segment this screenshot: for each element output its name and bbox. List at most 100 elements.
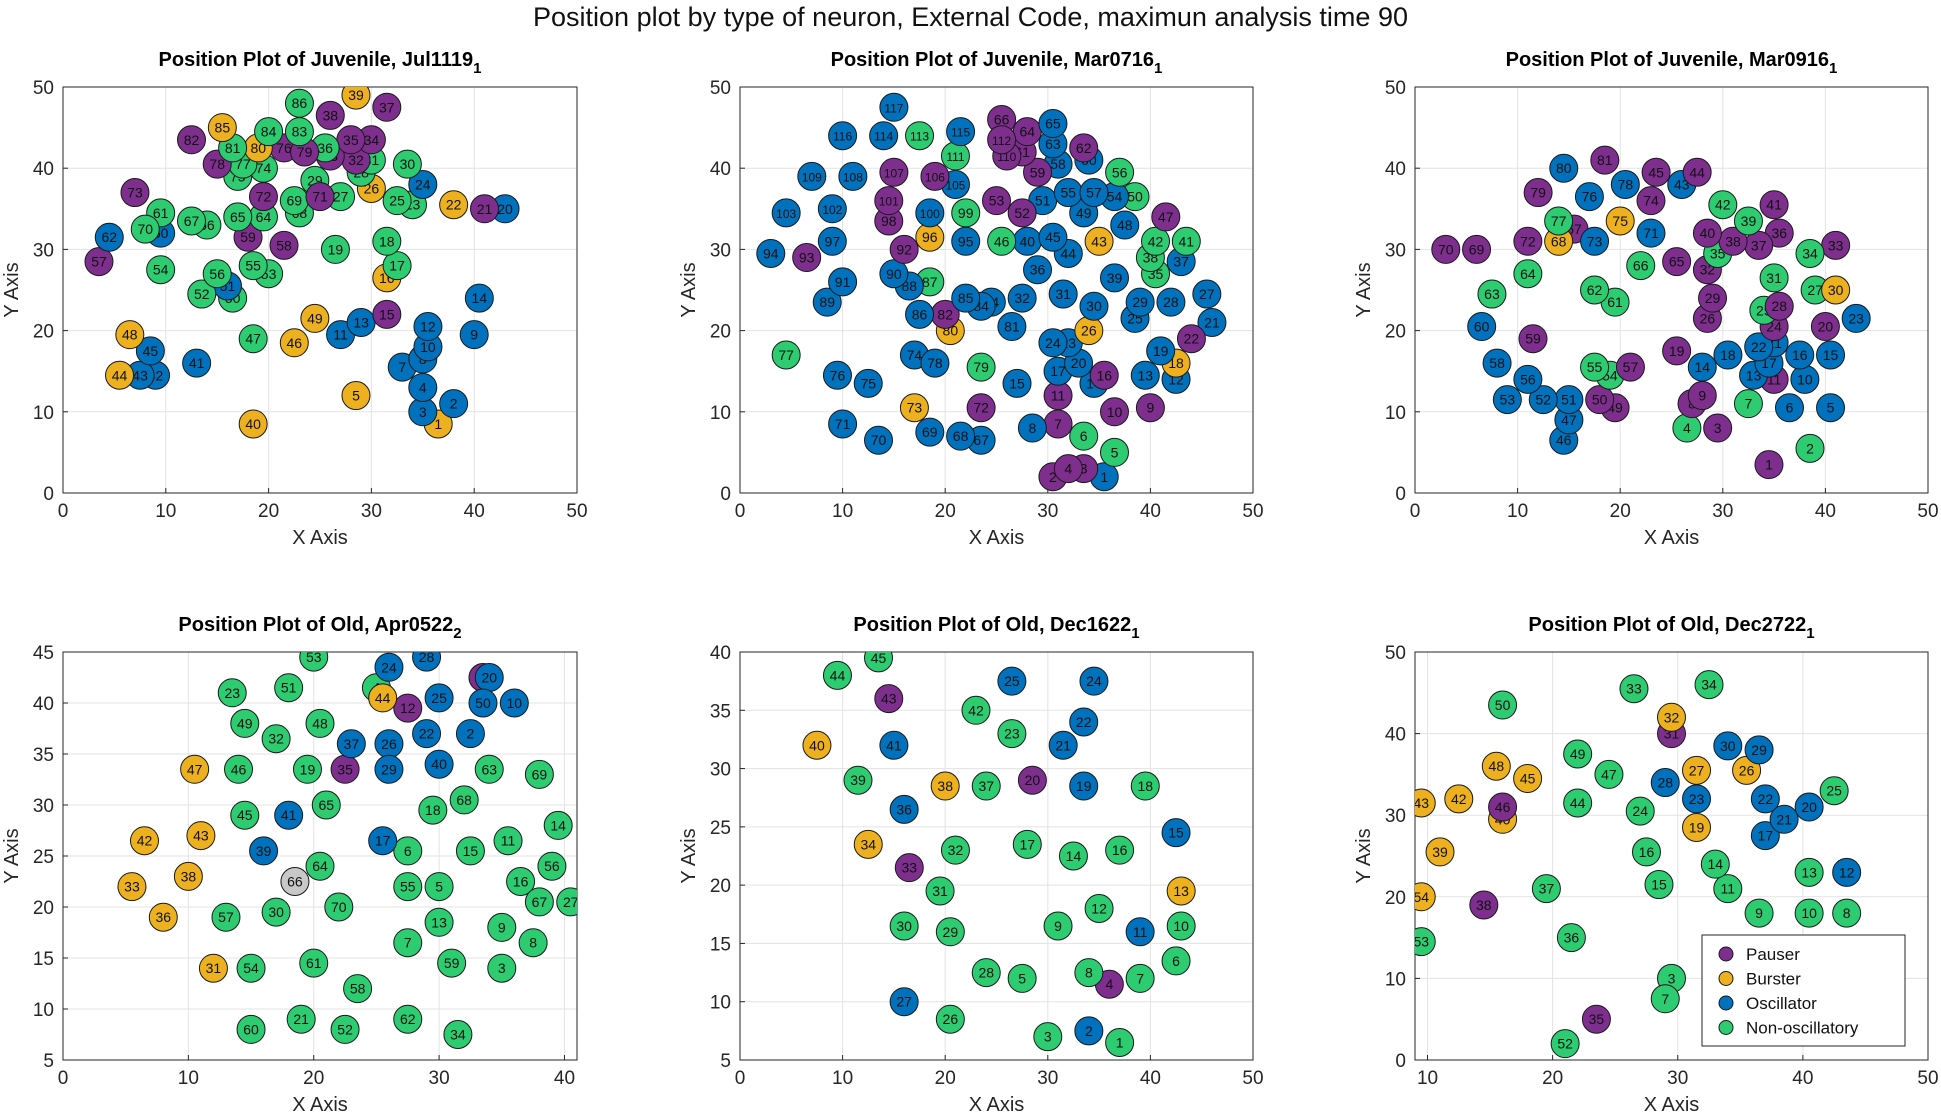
neuron-label: 72 — [1520, 233, 1536, 249]
neuron-point — [105, 360, 135, 390]
neuron-label: 39 — [1432, 844, 1448, 860]
neuron-point — [305, 851, 335, 881]
neuron-label: 8 — [529, 935, 537, 951]
legend-marker — [1718, 946, 1734, 962]
neuron-label: 34 — [860, 836, 876, 852]
neuron-point — [284, 88, 314, 118]
y-axis-label: Y Axis — [1353, 828, 1375, 883]
neuron-point — [343, 974, 373, 1004]
neuron-point — [946, 421, 976, 451]
neuron-point — [439, 190, 469, 220]
neuron-point — [802, 730, 832, 760]
neuron-label: 14 — [550, 817, 566, 833]
neuron-label: 7 — [398, 359, 406, 375]
neuron-point — [889, 987, 919, 1017]
neuron-point — [1708, 190, 1738, 220]
neuron-point — [1069, 707, 1099, 737]
neuron-point — [1550, 1029, 1580, 1059]
neuron-label: 3 — [1714, 420, 1722, 436]
neuron-label: 76 — [830, 367, 846, 383]
neuron-point — [135, 336, 165, 366]
neuron-label: 52 — [337, 1021, 353, 1037]
y-tick-label: 40 — [33, 159, 54, 180]
neuron-point — [418, 795, 448, 825]
y-tick-label: 25 — [710, 818, 731, 839]
x-tick-label: 10 — [155, 501, 176, 522]
neuron-point — [1074, 1016, 1104, 1046]
neuron-label: 17 — [1019, 836, 1035, 852]
y-tick-label: 35 — [33, 745, 54, 766]
neuron-label: 7 — [1054, 416, 1062, 432]
neuron-point — [1759, 263, 1789, 293]
panel-title-text: Position Plot of Juvenile, Mar0916 — [1506, 49, 1829, 71]
neuron-label: 79 — [297, 144, 313, 160]
neuron-point — [261, 897, 291, 927]
neuron-point — [1007, 283, 1037, 313]
neuron-label: 19 — [1076, 778, 1092, 794]
neuron-label: 16 — [1639, 844, 1655, 860]
neuron-point — [1744, 332, 1774, 362]
neuron-label: 68 — [1551, 233, 1567, 249]
neuron-point — [459, 320, 489, 350]
neuron-label: 70 — [331, 899, 347, 915]
neuron-point — [238, 251, 268, 281]
neuron-label: 36 — [1771, 225, 1787, 241]
neuron-label: 48 — [122, 327, 138, 343]
neuron-label: 50 — [1127, 189, 1143, 205]
neuron-label: 93 — [799, 250, 815, 266]
y-tick-label: 30 — [1385, 240, 1406, 261]
neuron-label: 58 — [1489, 355, 1505, 371]
neuron-point — [424, 872, 454, 902]
x-tick-label: 30 — [1037, 501, 1058, 522]
neuron-point — [305, 182, 335, 212]
neuron-point — [1703, 413, 1733, 443]
neuron-label: 55 — [1587, 359, 1603, 375]
neuron-label: 62 — [400, 1011, 416, 1027]
neuron-label: 60 — [243, 1021, 259, 1037]
neuron-label: 57 — [1086, 185, 1102, 201]
x-tick-label: 0 — [735, 1068, 746, 1089]
neuron-label: 48 — [1489, 758, 1505, 774]
neuron-label: 62 — [101, 229, 117, 245]
y-tick-label: 10 — [1385, 969, 1406, 990]
neuron-point — [468, 688, 498, 718]
neuron-label: 102 — [822, 203, 842, 217]
legend-label: Non-oscillatory — [1746, 1019, 1859, 1038]
panel-title: Position Plot of Old, Apr05222 — [178, 614, 461, 642]
neuron-label: 42 — [968, 702, 984, 718]
neuron-point — [864, 652, 894, 673]
neuron-label: 25 — [431, 690, 447, 706]
neuron-point — [1171, 226, 1201, 256]
neuron-label: 1 — [1116, 1035, 1124, 1051]
neuron-point — [1058, 841, 1088, 871]
neuron-label: 34 — [450, 1027, 466, 1043]
neuron-point — [279, 328, 309, 358]
neuron-label: 75 — [860, 375, 876, 391]
neuron-label: 40 — [809, 737, 825, 753]
neuron-point — [372, 226, 402, 256]
neuron-label: 11 — [1721, 881, 1736, 897]
neuron-label: 54 — [1107, 189, 1123, 205]
panel-title-text: Position Plot of Juvenile, Jul1119 — [159, 49, 474, 71]
neuron-point — [889, 911, 919, 941]
neuron-point — [374, 754, 404, 784]
neuron-point — [1556, 923, 1586, 953]
neuron-label: 23 — [1848, 310, 1864, 326]
x-tick-label: 20 — [1610, 501, 1631, 522]
neuron-point — [987, 125, 1017, 155]
neuron-point — [920, 348, 950, 378]
neuron-label: 34 — [364, 132, 380, 148]
neuron-label: 1 — [1765, 457, 1773, 473]
neuron-label: 27 — [333, 189, 349, 205]
x-tick-label: 0 — [58, 1068, 69, 1089]
neuron-point — [997, 719, 1027, 749]
neuron-label: 19 — [1669, 343, 1685, 359]
neuron-label: 80 — [1556, 160, 1572, 176]
x-tick-label: 30 — [1667, 1068, 1688, 1089]
y-tick-label: 50 — [1385, 78, 1406, 99]
neuron-point — [249, 836, 279, 866]
neuron-point — [1682, 157, 1712, 187]
neuron-label: 63 — [1045, 136, 1061, 152]
neuron-label: 47 — [187, 761, 203, 777]
figure-title: Position plot by type of neuron, Externa… — [533, 2, 1408, 32]
